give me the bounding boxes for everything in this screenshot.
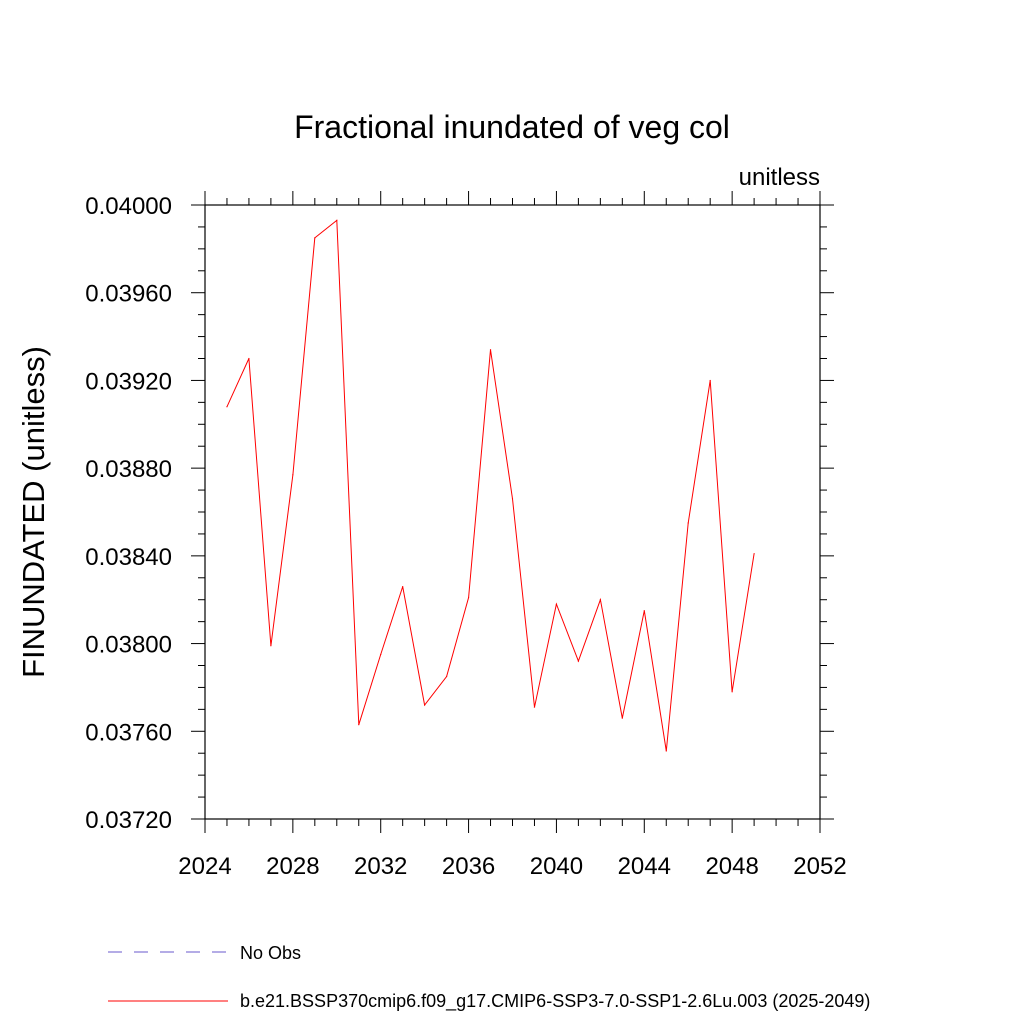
data-point xyxy=(226,406,228,408)
units-label: unitless xyxy=(739,164,820,191)
x-tick-label: 2052 xyxy=(793,853,846,880)
x-tick-label: 2036 xyxy=(442,853,495,880)
chart-title: Fractional inundated of veg col xyxy=(294,109,730,145)
plot-frame xyxy=(204,204,821,820)
data-point xyxy=(489,349,492,351)
y-tick-label: 0.03720 xyxy=(85,807,172,834)
x-tick-label: 2048 xyxy=(705,853,758,880)
x-tick-label: 2044 xyxy=(618,853,671,880)
data-point xyxy=(248,357,250,360)
y-tick-label: 0.03840 xyxy=(85,544,172,571)
data-point xyxy=(665,750,667,752)
data-point xyxy=(270,645,272,647)
data-point xyxy=(314,237,316,239)
y-tick-label: 0.04000 xyxy=(85,193,172,220)
data-point xyxy=(402,585,404,588)
y-tick-labels: 0.03720 0.03760 0.03800 0.03840 0.03880 0.039… xyxy=(85,193,172,834)
data-point xyxy=(336,219,338,221)
y-tick-label: 0.03920 xyxy=(85,368,172,395)
series-lines xyxy=(226,219,755,752)
x-tick-label: 2028 xyxy=(266,853,319,880)
series-line xyxy=(226,219,755,752)
data-point xyxy=(511,498,514,500)
legend-label-model-run: b.e21.BSSP370cmip6.f09_g17.CMIP6-SSP3-7.… xyxy=(240,991,870,1012)
data-point xyxy=(292,474,294,476)
data-point xyxy=(424,704,426,706)
axis-ticks xyxy=(191,191,834,833)
x-tick-labels: 2024 2028 2032 2036 2040 2044 2048 2052 xyxy=(178,853,846,880)
data-point xyxy=(643,610,645,612)
legend: No Obs b.e21.BSSP370cmip6.f09_g17.CMIP6-… xyxy=(108,943,870,1012)
data-point xyxy=(687,522,689,524)
data-point xyxy=(380,653,382,656)
data-point xyxy=(577,660,579,662)
data-point xyxy=(358,724,360,726)
legend-item-no-obs: No Obs xyxy=(108,943,301,963)
x-tick-label: 2032 xyxy=(354,853,407,880)
y-tick-label: 0.03960 xyxy=(85,281,172,308)
data-point xyxy=(446,675,448,678)
data-point xyxy=(555,603,558,605)
data-point xyxy=(533,706,536,708)
data-point xyxy=(467,596,470,599)
y-tick-label: 0.03880 xyxy=(85,456,172,483)
data-point xyxy=(599,599,601,601)
y-axis-label: FINUNDATED (unitless) xyxy=(16,346,51,678)
y-tick-label: 0.03800 xyxy=(85,632,172,659)
legend-label-no-obs: No Obs xyxy=(240,943,301,963)
data-point xyxy=(753,553,755,555)
data-point xyxy=(731,691,733,693)
x-tick-label: 2024 xyxy=(178,853,231,880)
data-point xyxy=(621,717,623,719)
legend-item-model-run: b.e21.BSSP370cmip6.f09_g17.CMIP6-SSP3-7.… xyxy=(108,991,870,1012)
x-tick-label: 2040 xyxy=(530,853,583,880)
y-tick-label: 0.03760 xyxy=(85,719,172,746)
data-point xyxy=(709,379,711,382)
